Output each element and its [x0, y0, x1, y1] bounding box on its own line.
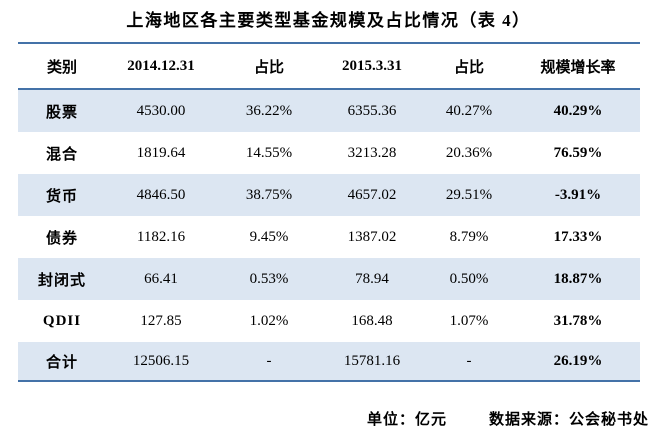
table-row: 债券 1182.16 9.45% 1387.02 8.79% 17.33%	[18, 216, 640, 258]
header-date-2014: 2014.12.31	[127, 57, 195, 74]
cell-share-2014: 1.02%	[249, 312, 289, 329]
cell-share-2014: -	[266, 352, 272, 369]
cell-growth: -3.91%	[554, 186, 602, 203]
table-row: 混合 1819.64 14.55% 3213.28 20.36% 76.59%	[18, 132, 640, 174]
cell-value-2014: 4846.50	[136, 186, 186, 203]
table-row: 股票 4530.00 36.22% 6355.36 40.27% 40.29%	[18, 89, 640, 132]
cell-growth: 76.59%	[553, 144, 603, 161]
cell-share-2015: 1.07%	[449, 312, 489, 329]
cell-category: 货币	[45, 188, 78, 205]
cell-growth: 40.29%	[553, 102, 603, 119]
cell-category: 债券	[45, 230, 78, 247]
cell-share-2014: 36.22%	[245, 102, 293, 119]
table-row: QDII 127.85 1.02% 168.48 1.07% 31.78%	[18, 300, 640, 342]
cell-share-2015: -	[466, 352, 472, 369]
cell-growth: 17.33%	[553, 228, 603, 245]
header-share-2015: 占比	[453, 59, 484, 76]
cell-share-2015: 0.50%	[449, 270, 489, 287]
fund-summary-table: 类别 2014.12.31 占比 2015.3.31 占比 规模增长率 股票 4…	[18, 42, 640, 382]
header-date-2015: 2015.3.31	[342, 57, 402, 74]
cell-value-2015: 168.48	[351, 312, 393, 329]
cell-share-2014: 0.53%	[249, 270, 289, 287]
table-row: 封闭式 66.41 0.53% 78.94 0.50% 18.87%	[18, 258, 640, 300]
cell-value-2014: 12506.15	[132, 352, 190, 369]
page-title: 上海地区各主要类型基金规模及占比情况（表 4）	[126, 11, 531, 30]
cell-growth: 18.87%	[553, 270, 603, 287]
cell-growth: 31.78%	[553, 312, 603, 329]
cell-share-2015: 20.36%	[445, 144, 493, 161]
cell-value-2015: 6355.36	[347, 102, 397, 119]
cell-share-2015: 40.27%	[445, 102, 493, 119]
unit-label: 单位：亿元	[366, 412, 447, 428]
cell-value-2015: 1387.02	[347, 228, 397, 245]
cell-value-2014: 127.85	[140, 312, 182, 329]
cell-share-2014: 9.45%	[249, 228, 289, 245]
cell-value-2015: 78.94	[355, 270, 389, 287]
cell-share-2014: 14.55%	[245, 144, 293, 161]
cell-category: 合计	[45, 354, 78, 371]
cell-share-2014: 38.75%	[245, 186, 293, 203]
cell-value-2015: 15781.16	[343, 352, 401, 369]
header-growth-rate: 规模增长率	[540, 59, 616, 76]
cell-growth: 26.19%	[553, 352, 603, 369]
data-source-label: 数据来源：公会秘书处	[488, 412, 649, 428]
cell-value-2014: 1819.64	[136, 144, 186, 161]
cell-share-2015: 29.51%	[445, 186, 493, 203]
cell-category: 混合	[45, 146, 78, 163]
table-row-total: 合计 12506.15 - 15781.16 - 26.19%	[18, 342, 640, 381]
table-header-row: 类别 2014.12.31 占比 2015.3.31 占比 规模增长率	[18, 43, 640, 89]
table-footnote: 单位：亿元 数据来源：公会秘书处	[367, 408, 649, 429]
cell-category: QDII	[42, 312, 82, 329]
header-category: 类别	[46, 59, 77, 76]
header-share-2014: 占比	[253, 59, 284, 76]
cell-category: 股票	[45, 104, 78, 121]
cell-value-2014: 4530.00	[136, 102, 186, 119]
cell-value-2014: 1182.16	[136, 228, 186, 245]
cell-value-2015: 3213.28	[347, 144, 397, 161]
cell-category: 封闭式	[37, 272, 86, 289]
cell-value-2014: 66.41	[144, 270, 178, 287]
table-row: 货币 4846.50 38.75% 4657.02 29.51% -3.91%	[18, 174, 640, 216]
cell-share-2015: 8.79%	[449, 228, 489, 245]
cell-value-2015: 4657.02	[347, 186, 397, 203]
